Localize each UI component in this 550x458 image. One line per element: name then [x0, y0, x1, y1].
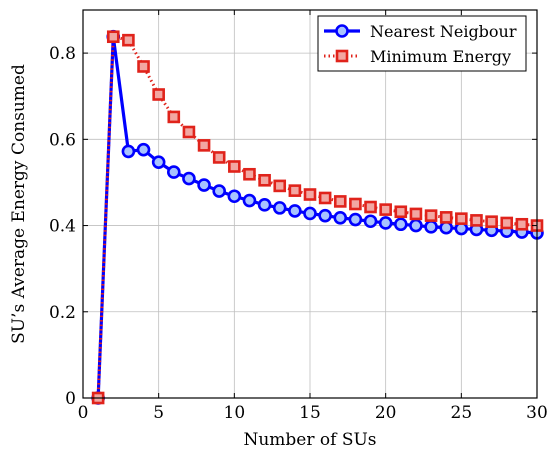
x-tick-label-10: 10: [224, 403, 246, 423]
data-point-nearest-neigbour-15: [303, 206, 317, 221]
data-point-minimum-energy-28: [500, 216, 514, 230]
data-point-nearest-neigbour-23: [424, 220, 438, 234]
data-point-minimum-energy-14: [288, 184, 302, 197]
data-point-minimum-energy-3: [122, 33, 135, 47]
x-tick-label-20: 20: [375, 403, 397, 423]
y-tick-label-0_2: 0.2: [49, 303, 76, 323]
data-point-minimum-energy-20: [379, 203, 392, 216]
x-tick-label-5: 5: [153, 403, 164, 423]
legend-marker-minimum-energy: [335, 49, 349, 63]
data-point-minimum-energy-7: [182, 125, 196, 139]
legend-label-minimum-energy: Minimum Energy: [370, 47, 511, 66]
data-point-minimum-energy-19: [364, 200, 377, 214]
data-point-minimum-energy-26: [470, 214, 483, 227]
x-tick-label-25: 25: [451, 403, 473, 423]
data-point-minimum-energy-24: [439, 211, 453, 224]
data-point-minimum-energy-29: [515, 217, 529, 231]
data-point-nearest-neigbour-19: [363, 214, 378, 229]
data-point-nearest-neigbour-24: [439, 220, 454, 235]
data-point-nearest-neigbour-11: [242, 193, 257, 208]
x-axis-title: Number of SUs: [243, 430, 376, 450]
data-point-nearest-neigbour-21: [393, 217, 408, 232]
data-point-nearest-neigbour-20: [378, 216, 393, 230]
data-point-nearest-neigbour-22: [409, 218, 423, 233]
legend-box: [317, 15, 527, 72]
data-point-nearest-neigbour-18: [348, 212, 363, 227]
data-point-minimum-energy-27: [485, 215, 498, 228]
data-point-minimum-energy-21: [394, 205, 408, 219]
data-point-minimum-energy-6: [167, 110, 181, 124]
x-tick-label-30: 30: [526, 403, 548, 423]
data-point-nearest-neigbour-12: [257, 198, 272, 212]
data-point-nearest-neigbour-13: [272, 201, 287, 215]
data-point-nearest-neigbour-8: [197, 178, 211, 192]
data-point-minimum-energy-13: [273, 179, 287, 193]
data-point-nearest-neigbour-4: [136, 142, 151, 157]
data-point-minimum-energy-10: [228, 160, 241, 173]
y-tick-label-0: 0: [65, 389, 76, 409]
data-point-nearest-neigbour-9: [212, 184, 226, 198]
data-point-nearest-neigbour-5: [151, 155, 166, 169]
data-point-minimum-energy-2: [106, 30, 120, 44]
data-point-minimum-energy-5: [152, 88, 165, 101]
data-point-nearest-neigbour-10: [227, 189, 242, 204]
data-point-minimum-energy-15: [303, 188, 317, 201]
x-tick-label-0: 0: [78, 403, 89, 423]
y-tick-label-0_8: 0.8: [49, 44, 76, 64]
data-point-nearest-neigbour-16: [318, 208, 332, 223]
data-point-minimum-energy-25: [455, 212, 468, 225]
data-point-nearest-neigbour-17: [333, 210, 348, 225]
y-tick-label-0_4: 0.4: [49, 217, 76, 237]
legend-marker-nearest-neigbour: [335, 24, 349, 38]
legend-sample-minimum-energy: [324, 49, 360, 63]
data-point-minimum-energy-11: [243, 167, 256, 181]
x-tick-label-15: 15: [299, 403, 321, 423]
y-tick-label-0_6: 0.6: [49, 130, 76, 150]
data-point-nearest-neigbour-7: [182, 171, 196, 186]
data-point-minimum-energy-22: [409, 207, 423, 221]
data-point-minimum-energy-12: [258, 173, 271, 187]
legend-sample-nearest-neigbour: [324, 24, 360, 38]
y-axis-title: SU’s Average Energy Consumed: [9, 64, 29, 344]
data-point-minimum-energy-4: [137, 60, 150, 73]
axis-ticks: 0 5 10 15 20 25 30 0 0.2 0.4 0.6 0.8: [49, 10, 548, 423]
data-point-nearest-neigbour-3: [121, 144, 136, 159]
data-point-minimum-energy-9: [212, 151, 226, 164]
data-point-minimum-energy-17: [333, 195, 347, 208]
data-point-minimum-energy-18: [349, 197, 362, 211]
legend-label-nearest-neigbour: Nearest Neigbour: [370, 22, 517, 41]
data-point-minimum-energy-8: [197, 139, 211, 152]
data-point-nearest-neigbour-6: [167, 165, 181, 179]
data-point-nearest-neigbour-14: [288, 204, 302, 218]
data-point-minimum-energy-23: [424, 209, 438, 222]
data-point-minimum-energy-16: [318, 191, 332, 205]
legend: Nearest Neigbour Minimum Energy: [317, 15, 527, 72]
